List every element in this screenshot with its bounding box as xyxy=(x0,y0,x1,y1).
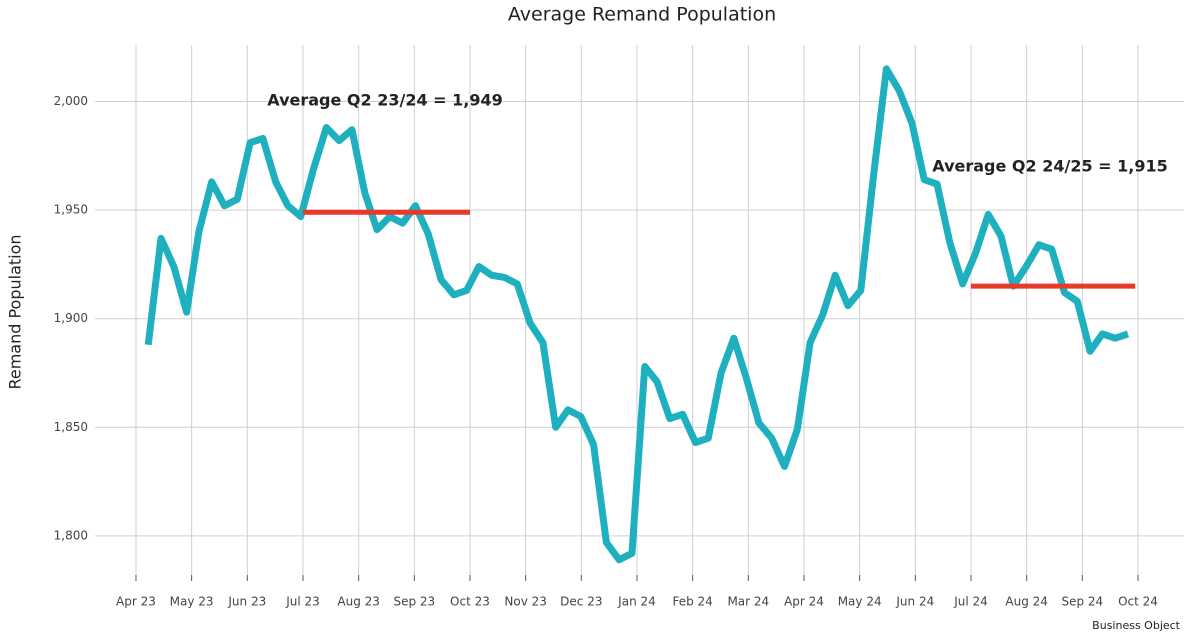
chart-title: Average Remand Population xyxy=(508,4,776,26)
x-tick-label: Dec 23 xyxy=(560,595,602,609)
x-tick-label: Jan 24 xyxy=(617,595,656,609)
x-tick-label: May 24 xyxy=(838,595,882,609)
x-tick-label: Jun 23 xyxy=(227,595,266,609)
y-tick-label: 2,000 xyxy=(54,94,88,108)
x-tick-label: Jul 23 xyxy=(285,595,320,609)
x-tick-label: Nov 23 xyxy=(504,595,547,609)
source-note: Business Object xyxy=(1092,619,1181,632)
x-tick-label: Oct 24 xyxy=(1118,595,1158,609)
x-tick-label: Mar 24 xyxy=(727,595,769,609)
x-tick-label: Apr 24 xyxy=(784,595,824,609)
y-tick-label: 1,800 xyxy=(54,528,88,542)
annotation: Average Q2 23/24 = 1,949 xyxy=(267,91,503,110)
x-tick-label: Sep 24 xyxy=(1061,595,1103,609)
y-tick-label: 1,900 xyxy=(54,311,88,325)
x-tick-label: Aug 24 xyxy=(1005,595,1048,609)
annotation: Average Q2 24/25 = 1,915 xyxy=(932,157,1168,176)
y-tick-label: 1,950 xyxy=(54,203,88,217)
y-axis-label: Remand Population xyxy=(6,234,25,389)
x-tick-label: Oct 23 xyxy=(450,595,490,609)
x-tick-label: Feb 24 xyxy=(672,595,712,609)
x-tick-label: Aug 23 xyxy=(337,595,380,609)
x-tick-label: Jun 24 xyxy=(895,595,934,609)
x-tick-label: May 23 xyxy=(170,595,214,609)
x-tick-label: Jul 24 xyxy=(953,595,988,609)
y-tick-label: 1,850 xyxy=(54,420,88,434)
x-tick-label: Sep 23 xyxy=(393,595,435,609)
data-line xyxy=(144,65,1130,564)
x-tick-label: Apr 23 xyxy=(116,595,156,609)
